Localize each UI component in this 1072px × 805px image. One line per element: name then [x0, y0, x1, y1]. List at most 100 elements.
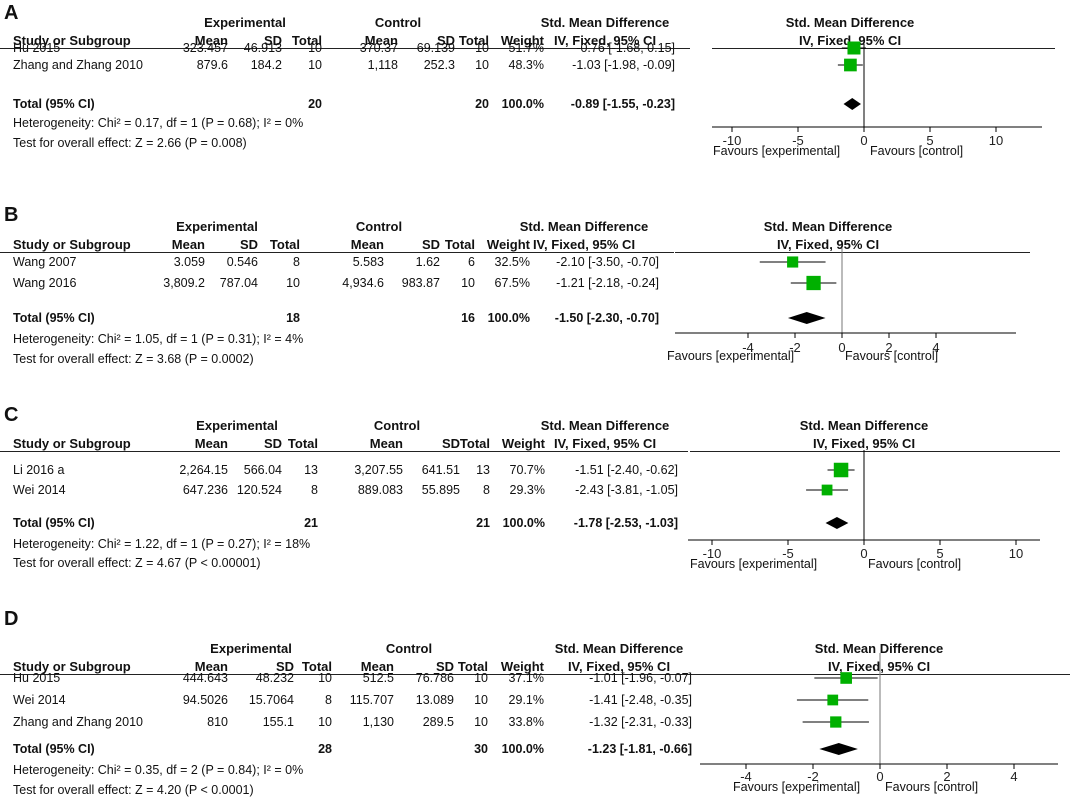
total-weight: 100.0%	[502, 516, 545, 530]
total-label: Total (95% CI)	[13, 97, 95, 111]
header-exp-sd: SD	[263, 436, 282, 451]
exp-total: 8	[293, 255, 300, 269]
exp-mean: 2,264.15	[179, 463, 228, 477]
header-smd: Std. Mean Difference	[554, 641, 684, 656]
x-tick-label: -10	[703, 546, 722, 561]
ctl-mean: 889.083	[357, 483, 403, 497]
header-ctl-sd: SD	[421, 237, 440, 252]
ctl-sd: 252.3	[423, 58, 455, 72]
exp-total: 13	[304, 463, 318, 477]
header-smd-sub: IV, Fixed, 95% CI	[532, 237, 636, 252]
header-ctl-mean: Mean	[364, 33, 398, 48]
exp-total: 10	[308, 41, 322, 55]
study-ci: -1.41 [-2.48, -0.35]	[589, 693, 692, 707]
header-rule	[0, 252, 674, 253]
study-weight: 67.5%	[494, 276, 530, 290]
header-exp-total: Total	[291, 33, 322, 48]
exp-mean: 3.059	[173, 255, 205, 269]
ctl-mean: 512.5	[362, 671, 394, 685]
exp-mean: 94.5026	[182, 693, 228, 707]
header-study: Study or Subgroup	[13, 436, 131, 451]
favours-control-label: Favours [control]	[870, 144, 964, 158]
header-smd-plot-sub: IV, Fixed, 95% CI	[798, 33, 902, 48]
total-ctl: 30	[474, 742, 488, 756]
ctl-mean: 3,207.55	[354, 463, 403, 477]
header-ctl-total: Total	[459, 436, 490, 451]
x-tick-label: -2	[789, 340, 801, 355]
study-marker	[827, 694, 839, 706]
ctl-mean: 5.583	[352, 255, 384, 269]
header-ctl-total: Total	[458, 33, 489, 48]
total-ci: -1.50 [-2.30, -0.70]	[554, 311, 659, 325]
pooled-diamond	[825, 517, 849, 529]
header-exp-sd: SD	[263, 33, 282, 48]
exp-total: 10	[318, 671, 332, 685]
heterogeneity-text: Heterogeneity: Chi² = 1.05, df = 1 (P = …	[13, 332, 304, 346]
x-tick-label: 0	[860, 133, 867, 148]
favours-experimental-label: Favours [experimental]	[733, 780, 861, 794]
ctl-sd: 76.786	[415, 671, 454, 685]
header-study: Study or Subgroup	[13, 33, 131, 48]
x-tick-label: -10	[723, 133, 742, 148]
exp-sd: 15.7064	[248, 693, 294, 707]
header-ctl-sd: SD	[436, 33, 455, 48]
ctl-total: 10	[474, 693, 488, 707]
study-marker	[821, 484, 833, 496]
total-weight: 100.0%	[487, 311, 530, 325]
study-ci: -0.76 [-1.68, 0.15]	[576, 41, 675, 55]
study-ci: -1.01 [-1.96, -0.07]	[589, 671, 692, 685]
exp-total: 10	[286, 276, 300, 290]
plot-header-rule	[700, 674, 1070, 675]
study-ci: -1.21 [-2.18, -0.24]	[556, 276, 659, 290]
favours-experimental-label: Favours [experimental]	[667, 349, 795, 363]
favours-experimental-label: Favours [experimental]	[690, 557, 818, 571]
header-smd-sub: IV, Fixed, 95% CI	[567, 659, 671, 674]
x-tick-label: 4	[1010, 769, 1017, 784]
header-exp-total: Total	[269, 237, 300, 252]
study-marker	[840, 672, 852, 684]
header-smd-plot: Std. Mean Difference	[814, 641, 944, 656]
study-name: Wei 2014	[13, 693, 66, 707]
header-smd-plot: Std. Mean Difference	[763, 219, 893, 234]
header-control: Control	[373, 418, 421, 433]
x-tick-label: -5	[782, 546, 794, 561]
x-tick-label: 0	[876, 769, 883, 784]
study-marker	[844, 58, 857, 72]
exp-total: 8	[325, 693, 332, 707]
total-weight: 100.0%	[501, 742, 544, 756]
header-smd-plot-sub: IV, Fixed, 95% CI	[776, 237, 880, 252]
exp-mean: 879.6	[196, 58, 228, 72]
panel-letter: B	[4, 204, 19, 226]
total-exp: 21	[304, 516, 318, 530]
total-label: Total (95% CI)	[13, 311, 95, 325]
favours-control-label: Favours [control]	[845, 349, 939, 363]
favours-control-label: Favours [control]	[868, 557, 962, 571]
header-weight: Weight	[501, 436, 545, 451]
total-label: Total (95% CI)	[13, 742, 95, 756]
ctl-total: 10	[475, 41, 489, 55]
header-ctl-mean: Mean	[350, 237, 384, 252]
header-exp-mean: Mean	[194, 436, 228, 451]
forest-panel-a: A Experimental Control Std. Mean Difference…	[0, 0, 1072, 200]
panel-letter: A	[4, 2, 19, 24]
exp-mean: 810	[207, 715, 228, 729]
study-marker	[833, 462, 849, 478]
exp-sd: 184.2	[250, 58, 282, 72]
header-rule	[0, 48, 690, 49]
header-exp-sd: SD	[275, 659, 294, 674]
header-smd-plot: Std. Mean Difference	[785, 15, 915, 30]
total-ci: -1.23 [-1.81, -0.66]	[587, 742, 692, 756]
header-study: Study or Subgroup	[13, 659, 131, 674]
x-tick-label: 4	[932, 340, 939, 355]
header-rule	[0, 451, 688, 452]
study-weight: 48.3%	[508, 58, 544, 72]
total-ctl: 16	[461, 311, 475, 325]
total-exp: 18	[286, 311, 300, 325]
heterogeneity-text: Heterogeneity: Chi² = 0.35, df = 2 (P = …	[13, 763, 304, 777]
study-name: Zhang and Zhang 2010	[13, 715, 143, 729]
heterogeneity-text: Heterogeneity: Chi² = 0.17, df = 1 (P = …	[13, 116, 304, 130]
